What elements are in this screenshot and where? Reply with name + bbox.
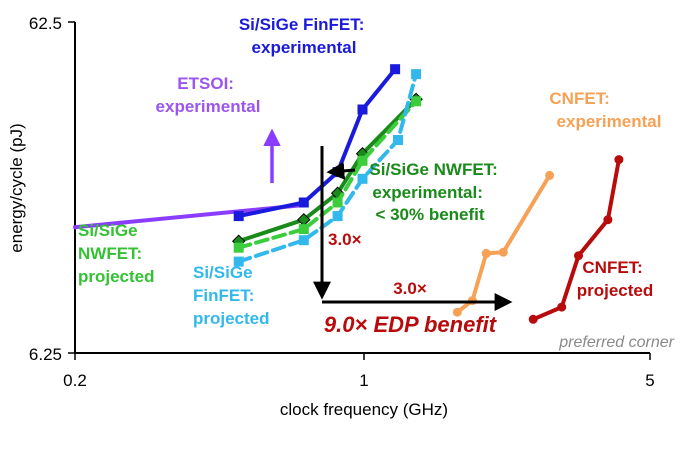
cnfet-exp-label: CNFET: experimental: [549, 89, 661, 131]
finfet-proj-label-line2: FinFET:: [193, 286, 254, 305]
series-si-sige-finfet-projected: [233, 69, 422, 267]
finfet-proj-label: Si/SiGe FinFET: projected: [193, 263, 270, 328]
data-point-si-sige-finfet-projected-0: [233, 256, 244, 267]
data-point-si-sige-nwfet-projected-2: [332, 197, 343, 208]
data-point-si-sige-nwfet-projected-0: [233, 242, 244, 253]
data-point-cnfet-experimental-2: [481, 248, 491, 258]
nwfet-exp-label: Si/SiGe NWFET: experimental: < 30% benef…: [369, 160, 502, 224]
nwfet-proj-label-line3: projected: [78, 267, 155, 286]
x-axis-label: clock frequency (GHz): [280, 400, 448, 419]
data-point-si-sige-finfet-experimental-4: [390, 64, 401, 75]
etsoi-label-line1: ETSOI:: [177, 74, 234, 93]
y-tick-label-6.25: 6.25: [29, 345, 62, 364]
vertical-factor-label: 3.0×: [328, 230, 362, 249]
data-point-si-sige-finfet-projected-1: [298, 235, 309, 246]
data-point-si-sige-finfet-projected-3: [357, 173, 368, 184]
nwfet-exp-label-line1: Si/SiGe NWFET:: [369, 160, 497, 179]
data-point-cnfet-projected-0: [528, 314, 538, 324]
data-point-si-sige-nwfet-projected-4: [411, 96, 422, 107]
data-point-cnfet-projected-1: [557, 302, 567, 312]
cnfet-exp-label-line1: CNFET:: [549, 89, 609, 108]
data-point-si-sige-finfet-projected-4: [393, 135, 403, 145]
data-point-cnfet-experimental-4: [545, 170, 555, 180]
x-tick-label-5: 5: [645, 371, 654, 390]
annotations: Si/SiGe FinFET: experimental ETSOI: expe…: [78, 15, 675, 351]
finfet-proj-label-line1: Si/SiGe: [193, 263, 253, 282]
nwfet-proj-label-line1: Si/SiGe: [78, 221, 138, 240]
series-si-sige-nwfet-projected: [233, 96, 422, 253]
edp-benefit-label: 9.0× EDP benefit: [324, 312, 498, 337]
benefit-arrows: [313, 146, 513, 311]
x-tick-label-1: 1: [359, 371, 368, 390]
data-point-si-sige-finfet-projected-5: [411, 69, 422, 80]
finfet-exp-label: Si/SiGe FinFET: experimental: [239, 15, 369, 57]
finfet-proj-label-line3: projected: [193, 309, 270, 328]
horizontal-factor-label: 3.0×: [393, 279, 427, 298]
finfet-exp-label-line2: experimental: [252, 38, 357, 57]
finfet-exp-label-line1: Si/SiGe FinFET:: [239, 15, 365, 34]
x-tick-label-0.2: 0.2: [63, 371, 87, 390]
data-point-cnfet-experimental-3: [498, 247, 508, 257]
data-point-si-sige-finfet-projected-2: [332, 211, 343, 222]
cnfet-exp-label-line2: experimental: [557, 112, 662, 131]
cnfet-proj-label-line1: CNFET:: [582, 258, 642, 277]
series-line-si-sige-finfet-projected: [236, 72, 419, 264]
cnfet-proj-label: CNFET: projected: [577, 258, 654, 300]
nwfet-callout-arrow: [326, 161, 356, 180]
nwfet-exp-label-line3: < 30% benefit: [375, 205, 484, 224]
y-axis-label: energy/cycle (pJ): [7, 123, 26, 252]
etsoi-label-line2: experimental: [156, 97, 261, 116]
preferred-corner-label: preferred corner: [558, 334, 674, 351]
data-point-cnfet-experimental-0: [452, 307, 462, 317]
y-tick-label-62.5: 62.5: [29, 14, 62, 33]
nwfet-exp-label-line2: experimental:: [372, 183, 483, 202]
axes: 62.5 6.25 0.2 1 5 clock frequency (GHz) …: [7, 14, 655, 419]
data-point-si-sige-nwfet-projected-3: [357, 155, 368, 166]
cnfet-proj-label-line2: projected: [577, 281, 654, 300]
data-point-si-sige-finfet-experimental-3: [357, 104, 368, 115]
data-point-si-sige-finfet-experimental-0: [233, 211, 244, 222]
data-point-cnfet-projected-3: [603, 215, 613, 225]
etsoi-label: ETSOI: experimental: [156, 74, 261, 116]
data-point-cnfet-projected-4: [614, 155, 624, 165]
nwfet-proj-label-line2: NWFET:: [78, 244, 142, 263]
data-point-si-sige-nwfet-projected-1: [298, 224, 309, 235]
data-point-cnfet-projected-2: [574, 251, 583, 261]
nwfet-proj-label: Si/SiGe NWFET: projected: [78, 221, 155, 286]
series-cnfet-projected: [528, 155, 624, 324]
data-point-si-sige-finfet-experimental-1: [298, 197, 309, 208]
